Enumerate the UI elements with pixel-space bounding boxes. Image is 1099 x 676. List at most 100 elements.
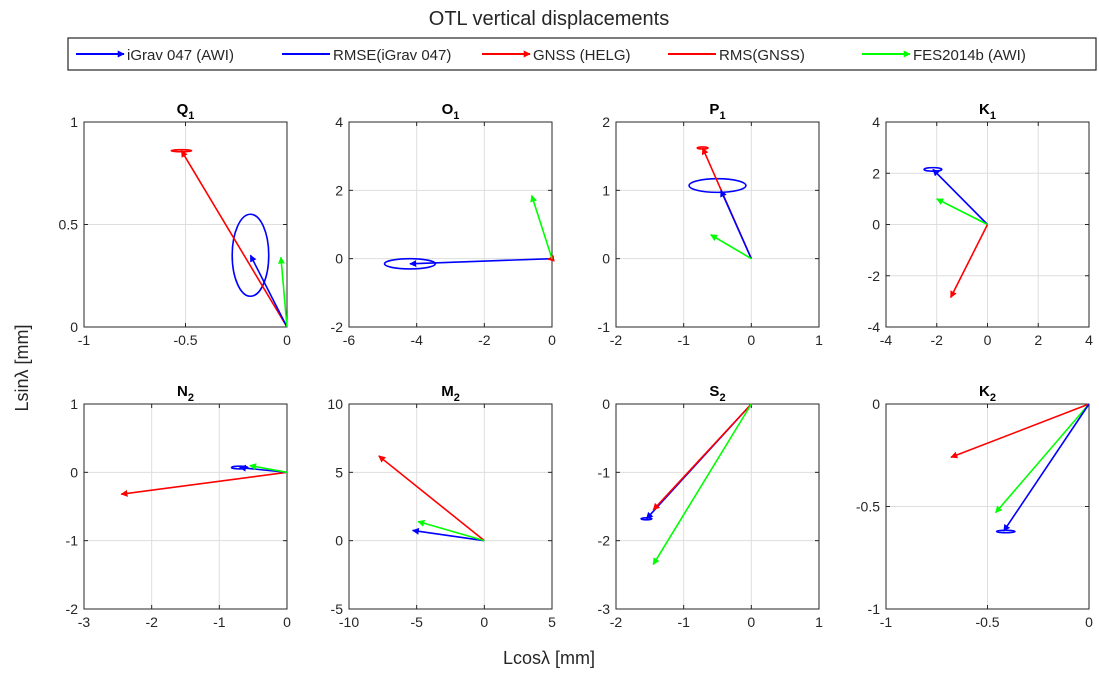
phasor-arrow-1 (409, 257, 553, 268)
phasor-arrow-2 (411, 527, 485, 542)
y-tick-label: -3 (598, 601, 611, 617)
legend-label-4: RMS(GNSS) (719, 47, 805, 64)
phasor-arrow-3 (249, 463, 288, 474)
error-ellipse-1 (995, 529, 1016, 534)
legend-label-5: FES2014b (AWI) (913, 47, 1026, 64)
axes-box (348, 121, 553, 328)
panel-title: N2 (177, 383, 194, 404)
x-tick-label: 0 (747, 332, 755, 348)
phasor-arrow-1 (120, 471, 288, 497)
x-tick-label: 5 (548, 614, 556, 630)
x-tick-label: -1 (677, 614, 690, 630)
y-tick-label: -5 (331, 601, 344, 617)
x-tick-label: 0 (984, 332, 992, 348)
x-tick-label: -2 (610, 332, 623, 348)
x-tick-label: -1 (677, 332, 690, 348)
panel-2: -6 -4 -2 0 -2 0 2 4 O1 (331, 101, 557, 348)
x-tick-label: 0 (1085, 614, 1093, 630)
phasor-arrow-2 (995, 403, 1090, 514)
y-tick-label: -2 (868, 268, 881, 284)
y-tick-label: 1 (70, 396, 78, 412)
y-tick-label: 0 (70, 319, 78, 335)
x-tick-label: 1 (815, 332, 823, 348)
y-tick-label: 5 (335, 464, 343, 480)
panel-4: -4 -2 0 2 4 -4 -2 0 2 4 K1 (868, 101, 1094, 348)
x-tick-label: -4 (410, 332, 423, 348)
y-tick-label: 1 (602, 182, 610, 198)
phasor-arrow-1 (932, 168, 989, 226)
phasor-arrow-1 (950, 403, 1090, 459)
y-tick-label: 0.5 (59, 217, 79, 233)
y-tick-label: 2 (872, 165, 880, 181)
axes-box (83, 403, 288, 610)
axes-box (615, 121, 820, 328)
y-tick-label: -1 (66, 533, 79, 549)
panel-title: K1 (979, 101, 996, 122)
y-tick-label: -4 (868, 319, 881, 335)
phasor-arrow-1 (378, 455, 485, 542)
phasor-arrow-3 (277, 256, 288, 328)
panel-8: -1 -0.5 0 -1 -0.5 0 K2 (856, 383, 1093, 630)
y-tick-label: -0.5 (856, 499, 880, 515)
panel-title: S2 (709, 383, 725, 404)
x-tick-label: -2 (478, 332, 491, 348)
phasor-arrow-3 (949, 224, 989, 299)
y-tick-label: -2 (598, 533, 611, 549)
panel-title: M2 (441, 383, 460, 404)
error-ellipse-1 (688, 177, 747, 194)
phasor-arrow-3 (652, 403, 753, 566)
legend: iGrav 047 (AWI) RMSE(iGrav 047) GNSS (HELG… (67, 37, 1097, 71)
x-tick-label: -0.5 (975, 614, 999, 630)
x-tick-label: -1 (880, 614, 893, 630)
axes-box (615, 403, 820, 610)
y-tick-label: -2 (66, 601, 79, 617)
axes-box (348, 403, 553, 610)
x-tick-label: 0 (283, 332, 291, 348)
phasor-arrow-3 (530, 194, 553, 259)
y-tick-label: 0 (70, 464, 78, 480)
y-tick-label: 2 (335, 182, 343, 198)
x-tick-label: -0.5 (173, 332, 197, 348)
panel-title: K2 (979, 383, 996, 404)
phasor-arrow-3 (417, 519, 485, 542)
figure-xlabel: Lcosλ [mm] (503, 648, 595, 668)
x-tick-label: 1 (815, 614, 823, 630)
legend-label-2: RMSE(iGrav 047) (333, 47, 451, 64)
x-tick-label: -2 (610, 614, 623, 630)
phasor-arrow-3 (710, 234, 752, 260)
phasor-arrow-2 (936, 198, 988, 226)
x-tick-label: 0 (283, 614, 291, 630)
y-tick-label: 0 (335, 533, 343, 549)
panel-title: P1 (709, 101, 725, 122)
phasor-arrow-2 (652, 403, 752, 511)
x-tick-label: -1 (78, 332, 91, 348)
x-tick-label: 2 (1034, 332, 1042, 348)
x-tick-label: -4 (880, 332, 893, 348)
y-tick-label: 4 (872, 114, 880, 130)
y-tick-label: 2 (602, 114, 610, 130)
x-tick-label: -3 (78, 614, 91, 630)
y-tick-label: -2 (331, 319, 344, 335)
error-ellipse-1 (383, 257, 437, 270)
y-tick-label: 0 (872, 396, 880, 412)
y-tick-label: 4 (335, 114, 343, 130)
phasor-arrow-2 (720, 189, 753, 259)
x-tick-label: 0 (747, 614, 755, 630)
legend-box (67, 37, 1097, 71)
y-tick-label: 0 (602, 396, 610, 412)
panel-title: O1 (442, 101, 460, 122)
x-tick-label: -1 (213, 614, 226, 630)
y-tick-label: -1 (598, 464, 611, 480)
x-tick-label: -6 (343, 332, 356, 348)
error-ellipse-1 (231, 213, 270, 298)
phasor-arrow-3 (1003, 403, 1090, 532)
legend-label-1: iGrav 047 (AWI) (127, 47, 234, 64)
y-tick-label: -1 (868, 601, 881, 617)
x-tick-label: -10 (339, 614, 359, 630)
phasor-arrow-1 (180, 150, 288, 328)
x-tick-label: -5 (410, 614, 423, 630)
